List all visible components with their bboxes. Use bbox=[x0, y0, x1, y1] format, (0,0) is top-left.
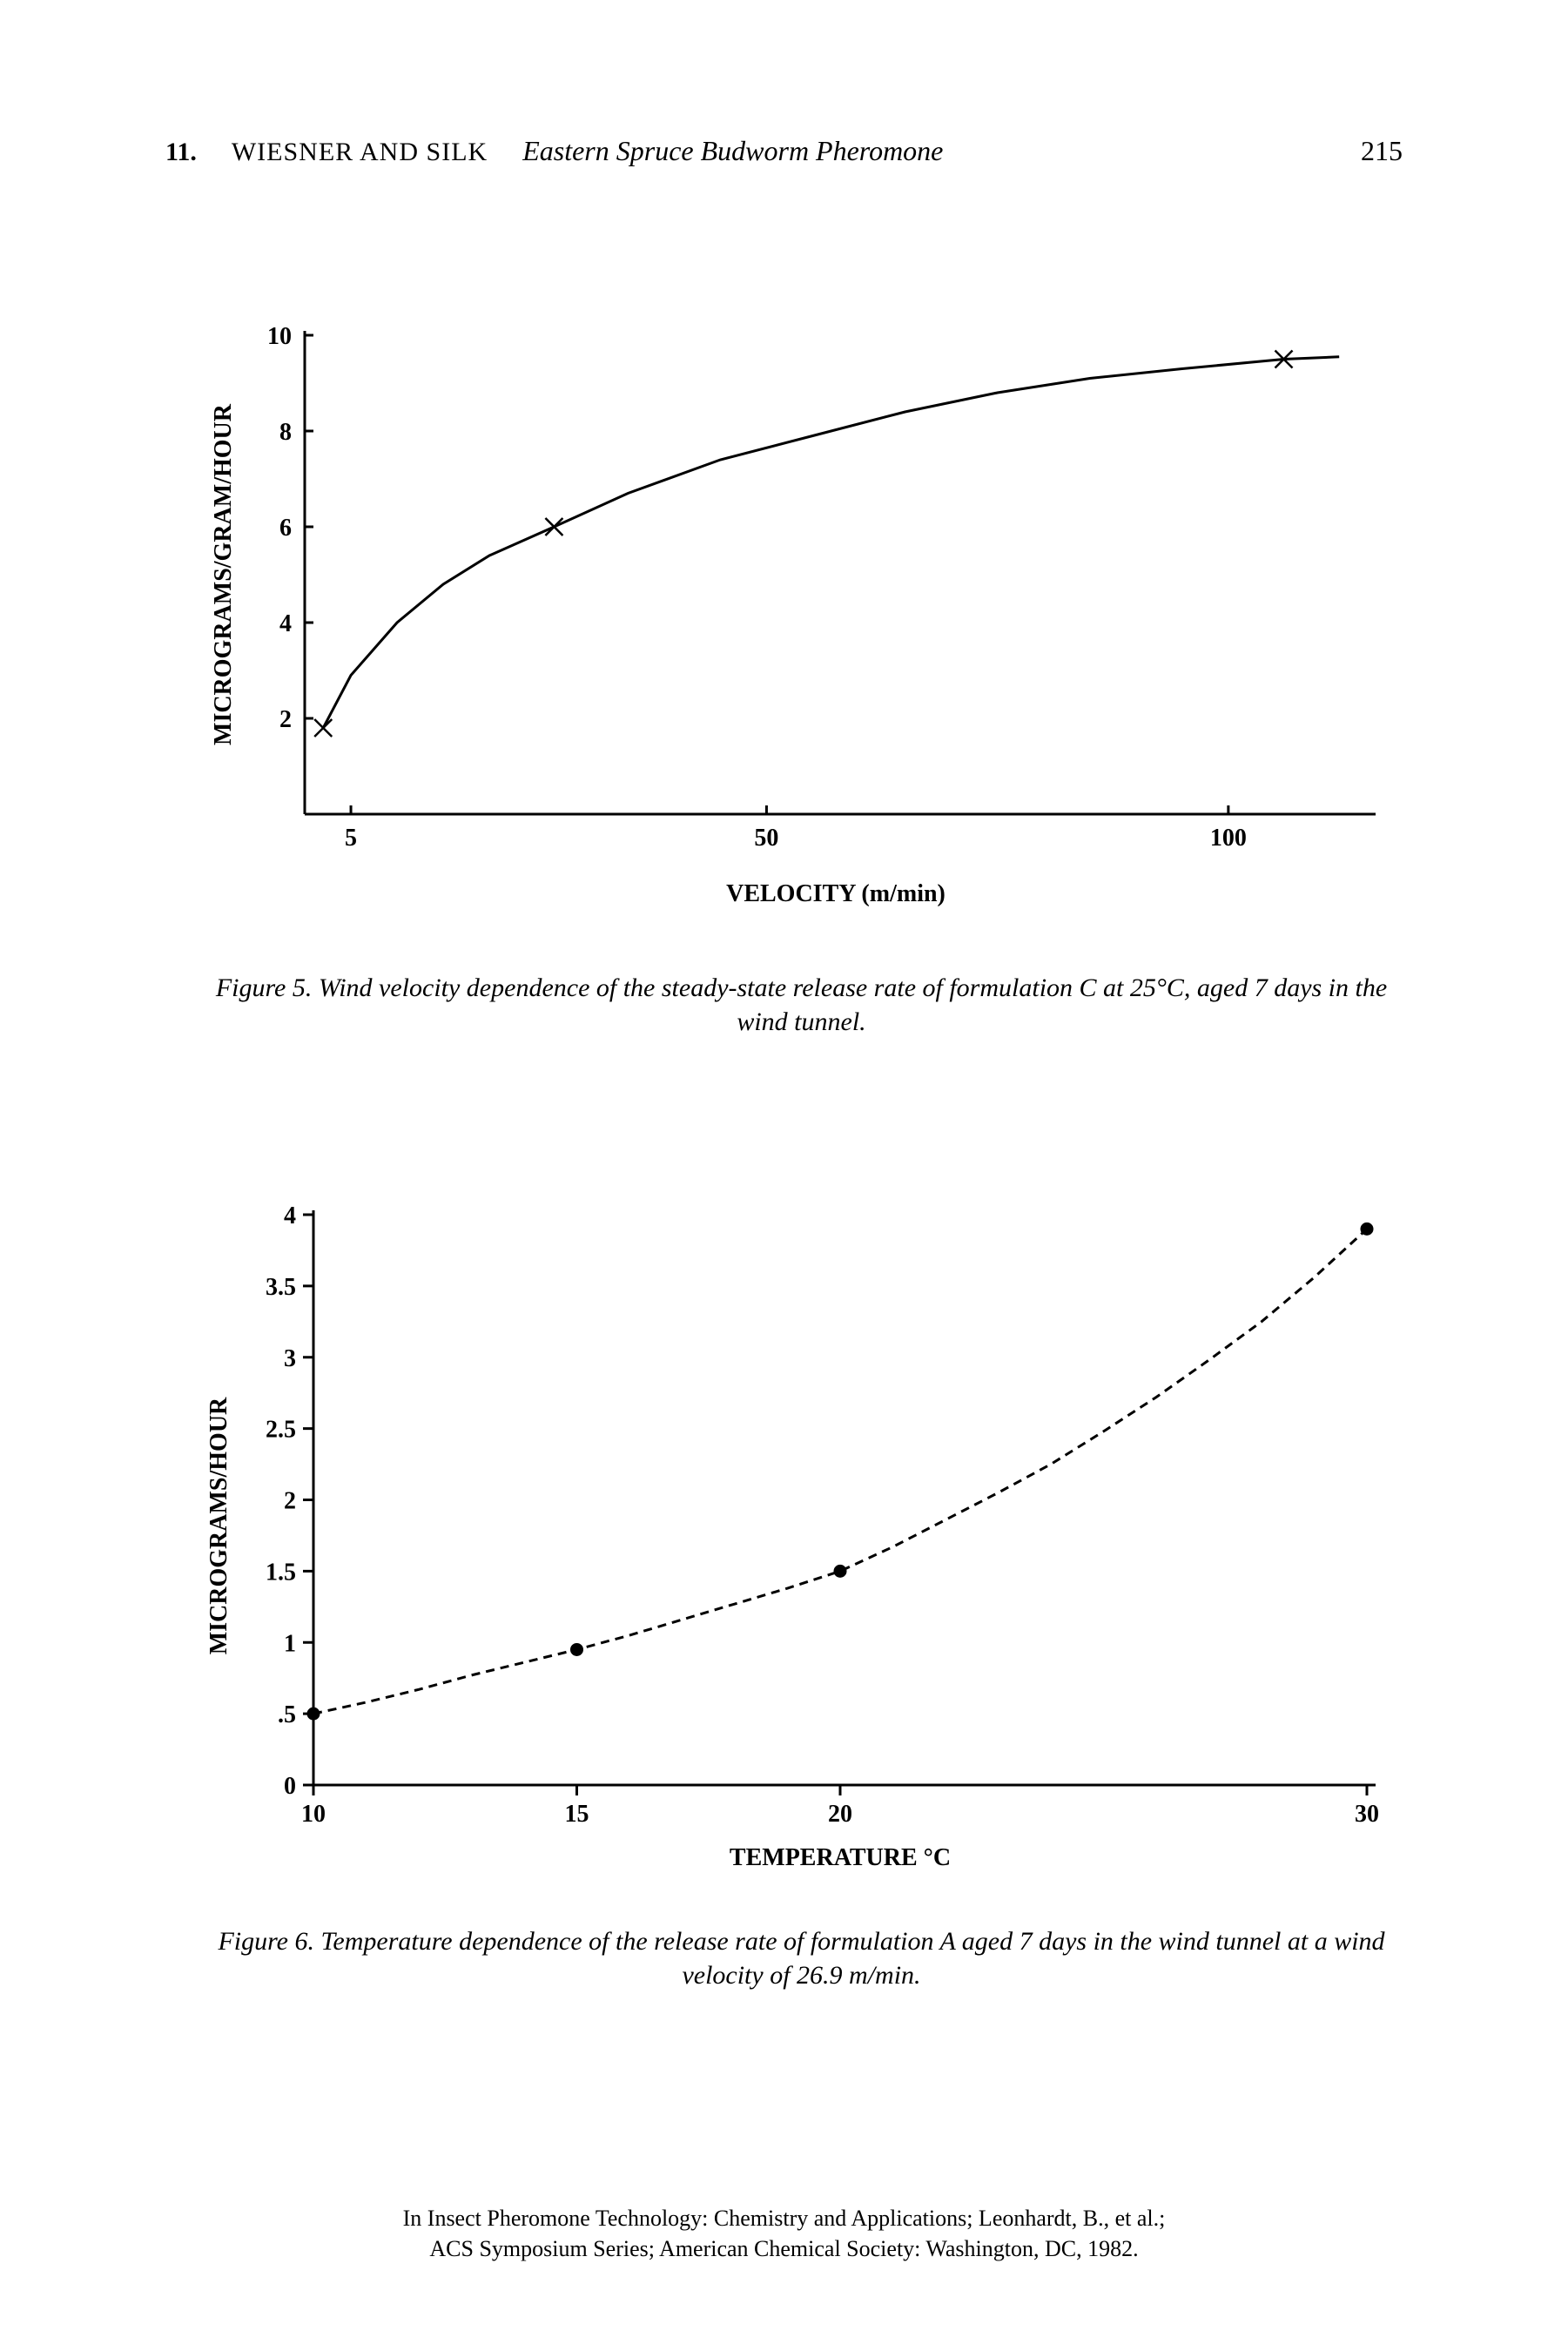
svg-text:10: 10 bbox=[267, 323, 292, 350]
svg-text:4: 4 bbox=[284, 1202, 296, 1229]
figure-6-caption: Figure 6. Temperature dependence of the … bbox=[192, 1924, 1411, 1992]
figure-6-chart: 0 .5 1 1.5 2 2.5 3 3.5 4 10 15 20 30 MICROGRAMS/HOUR T… bbox=[192, 1193, 1410, 1898]
header-authors: WIESNER AND SILK bbox=[232, 138, 488, 167]
svg-text:MICROGRAMS/HOUR: MICROGRAMS/HOUR bbox=[205, 1397, 232, 1654]
page-number: 215 bbox=[1361, 135, 1403, 167]
figure-6-caption-label: Figure 6. bbox=[218, 1927, 314, 1956]
figure-5-caption: Figure 5. Wind velocity dependence of th… bbox=[192, 971, 1411, 1039]
svg-text:4: 4 bbox=[279, 610, 292, 637]
svg-text:50: 50 bbox=[754, 825, 778, 852]
svg-text:30: 30 bbox=[1355, 1801, 1379, 1828]
svg-text:10: 10 bbox=[301, 1801, 326, 1828]
figure-5-chart: 2 4 6 8 10 5 50 100 MICROGRAMS/GRAM/HOUR VELOCITY… bbox=[192, 309, 1410, 945]
figure-5-caption-label: Figure 5. bbox=[216, 973, 313, 1002]
svg-text:1: 1 bbox=[284, 1630, 296, 1657]
svg-text:20: 20 bbox=[828, 1801, 852, 1828]
svg-text:3.5: 3.5 bbox=[266, 1274, 296, 1301]
figure-5-caption-text: Wind velocity dependence of the steady-s… bbox=[319, 973, 1387, 1036]
svg-text:6: 6 bbox=[279, 515, 292, 542]
figure-5-block: 2 4 6 8 10 5 50 100 MICROGRAMS/GRAM/HOUR VELOCITY… bbox=[192, 309, 1411, 1039]
page: 11. WIESNER AND SILK Eastern Spruce Budw… bbox=[0, 0, 1568, 2351]
footer-line-2: ACS Symposium Series; American Chemical … bbox=[0, 2233, 1568, 2264]
footer-citation: In Insect Pheromone Technology: Chemistr… bbox=[0, 2203, 1568, 2264]
svg-text:2: 2 bbox=[284, 1488, 296, 1515]
svg-text:2: 2 bbox=[279, 706, 292, 733]
svg-text:8: 8 bbox=[279, 419, 292, 446]
chapter-number: 11. bbox=[165, 138, 197, 167]
footer-line-1: In Insect Pheromone Technology: Chemistr… bbox=[0, 2203, 1568, 2233]
header-left: 11. WIESNER AND SILK Eastern Spruce Budw… bbox=[165, 135, 943, 167]
svg-text:.5: .5 bbox=[278, 1701, 296, 1728]
svg-text:TEMPERATURE °C: TEMPERATURE °C bbox=[730, 1844, 951, 1871]
running-header: 11. WIESNER AND SILK Eastern Spruce Budw… bbox=[165, 135, 1403, 167]
svg-text:15: 15 bbox=[565, 1801, 589, 1828]
figure-6-caption-text: Temperature dependence of the release ra… bbox=[320, 1927, 1384, 1990]
svg-text:MICROGRAMS/GRAM/HOUR: MICROGRAMS/GRAM/HOUR bbox=[210, 403, 237, 745]
svg-text:1.5: 1.5 bbox=[266, 1559, 296, 1586]
figure-6-block: 0 .5 1 1.5 2 2.5 3 3.5 4 10 15 20 30 MICROGRAMS/HOUR T… bbox=[192, 1193, 1411, 1992]
svg-text:VELOCITY (m/min): VELOCITY (m/min) bbox=[726, 880, 946, 907]
svg-text:100: 100 bbox=[1210, 825, 1247, 852]
svg-text:0: 0 bbox=[284, 1773, 296, 1800]
svg-text:5: 5 bbox=[345, 825, 357, 852]
header-title: Eastern Spruce Budworm Pheromone bbox=[522, 135, 943, 167]
svg-text:3: 3 bbox=[284, 1345, 296, 1372]
svg-text:2.5: 2.5 bbox=[266, 1417, 296, 1444]
